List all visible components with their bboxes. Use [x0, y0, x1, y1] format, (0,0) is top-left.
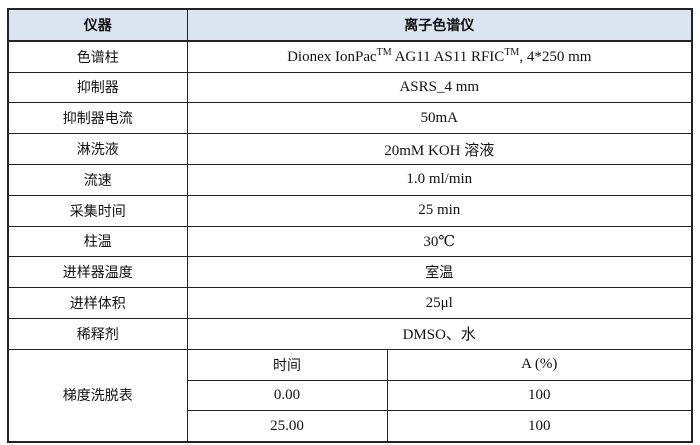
row-value: Dionex IonPacTM AG11 AS11 RFICTM, 4*250 … — [186, 40, 693, 73]
gradient-label: 梯度洗脱表 — [7, 348, 188, 443]
gradient-col-time: 时间 — [186, 348, 388, 381]
gradient-a: 100 — [386, 379, 693, 412]
table-row: 采集时间 25 min — [7, 194, 693, 227]
row-value: 50mA — [186, 102, 693, 135]
table-row: 色谱柱 Dionex IonPacTM AG11 AS11 RFICTM, 4*… — [7, 40, 693, 73]
row-label: 稀释剂 — [7, 317, 188, 350]
table-row: 抑制器电流 50mA — [7, 102, 693, 135]
row-label: 淋洗液 — [7, 133, 188, 165]
gradient-row: 25.00 100 — [8, 410, 693, 443]
row-label: 色谱柱 — [7, 40, 188, 73]
gradient-time: 25.00 — [186, 410, 388, 443]
header-instrument: 仪器 — [7, 8, 188, 42]
gradient-col-a: A (%) — [386, 348, 693, 381]
row-value: 室温 — [186, 256, 693, 289]
gradient-header-row: 梯度洗脱表 时间 A (%) — [7, 348, 693, 443]
table-row: 进样体积 25μl — [7, 287, 693, 319]
row-value: ASRS_4 mm — [186, 71, 693, 104]
row-label: 流速 — [7, 163, 188, 196]
table-row: 淋洗液 20mM KOH 溶液 — [7, 133, 693, 165]
row-label: 采集时间 — [7, 194, 188, 227]
row-value: DMSO、水 — [186, 317, 693, 350]
table-header-row: 仪器 离子色谱仪 — [7, 8, 693, 42]
row-label: 进样器温度 — [7, 256, 188, 289]
table-row: 进样器温度 室温 — [7, 256, 693, 289]
gradient-row: 0.00 100 — [8, 379, 693, 412]
row-label: 进样体积 — [7, 287, 188, 319]
header-instrument-value: 离子色谱仪 — [186, 8, 693, 42]
table-row: 稀释剂 DMSO、水 — [7, 317, 693, 350]
gradient-time: 0.00 — [186, 379, 388, 412]
ion-chromatography-parameters-table: 仪器 离子色谱仪 色谱柱 Dionex IonPacTM AG11 AS11 R… — [7, 8, 693, 444]
table-row: 柱温 30℃ — [7, 225, 693, 258]
table-row: 流速 1.0 ml/min — [7, 163, 693, 196]
table-row: 抑制器 ASRS_4 mm — [7, 71, 693, 104]
row-value: 25 min — [186, 194, 693, 227]
row-value: 20mM KOH 溶液 — [186, 133, 693, 165]
row-label: 柱温 — [7, 225, 188, 258]
row-label: 抑制器 — [7, 71, 188, 104]
row-value: 25μl — [186, 287, 693, 319]
row-value: 30℃ — [186, 225, 693, 258]
row-label: 抑制器电流 — [7, 102, 188, 135]
gradient-a: 100 — [386, 410, 693, 443]
row-value: 1.0 ml/min — [186, 163, 693, 196]
